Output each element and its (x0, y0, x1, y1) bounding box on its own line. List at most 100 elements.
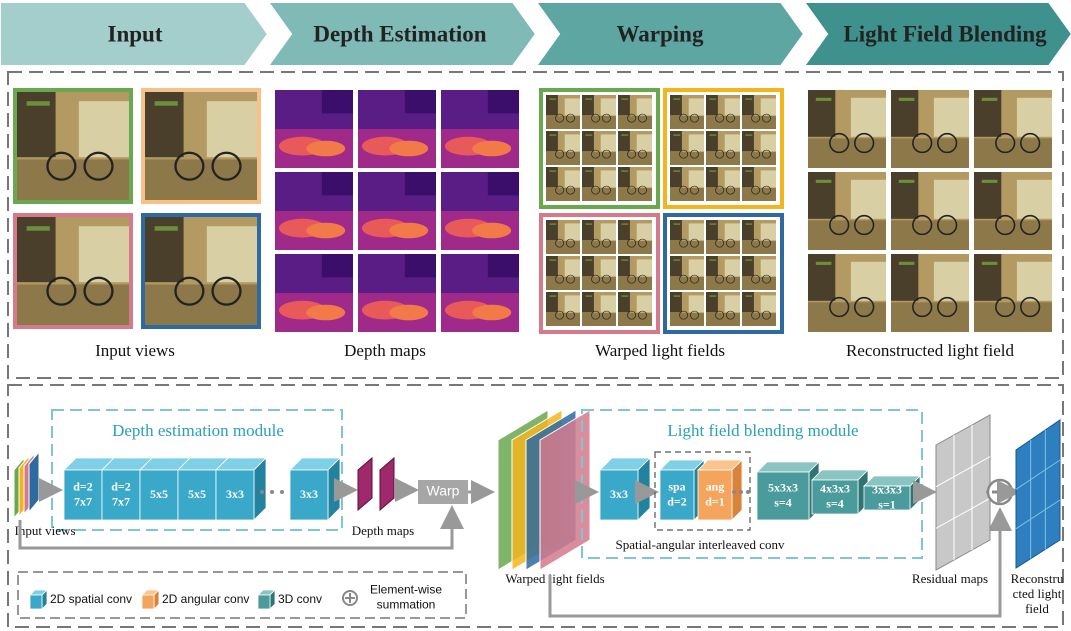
image (582, 95, 616, 129)
spatial-conv (177, 469, 217, 521)
image (706, 167, 740, 201)
label: Depth Estimation (313, 21, 486, 46)
image (974, 254, 1052, 332)
image (582, 292, 616, 326)
label: 4x3x3 (820, 481, 850, 495)
image (706, 256, 740, 290)
image (706, 95, 740, 129)
image (670, 131, 704, 165)
label: Input (108, 21, 163, 46)
image (546, 95, 580, 129)
image (546, 131, 580, 165)
image (808, 254, 886, 332)
image (141, 213, 261, 329)
grid (1015, 499, 1061, 530)
dots (732, 490, 736, 494)
label: Input views (95, 341, 175, 360)
label: Input views (14, 523, 75, 538)
warped-stack (539, 409, 591, 571)
label: field (1025, 601, 1049, 616)
image (582, 131, 616, 165)
legend-swatch (29, 594, 43, 610)
image (808, 90, 886, 168)
label: 2D angular conv (162, 592, 249, 606)
image (706, 131, 740, 165)
image (706, 292, 740, 326)
label: Depth maps (344, 341, 426, 360)
3d-conv (756, 471, 810, 521)
label: 2D spatial conv (50, 592, 132, 606)
image (358, 90, 436, 168)
image (670, 167, 704, 201)
spatial-conv (289, 469, 329, 521)
image (742, 292, 776, 326)
image (141, 88, 261, 204)
image (358, 254, 436, 332)
image (618, 131, 652, 165)
image (618, 256, 652, 290)
dots (739, 490, 743, 494)
label: Warped light fields (595, 341, 725, 360)
image (546, 220, 580, 254)
image (441, 90, 519, 168)
image (742, 256, 776, 290)
image (618, 167, 652, 201)
image (891, 172, 969, 250)
image (974, 172, 1052, 250)
angular-conv (697, 469, 733, 521)
image (13, 88, 133, 204)
3d-conv (756, 461, 820, 473)
3d-conv (863, 485, 911, 511)
legend-swatch (257, 594, 271, 610)
legend-box (17, 571, 467, 619)
label: spa (668, 479, 685, 493)
image (742, 131, 776, 165)
spatial-conv (101, 469, 141, 521)
image (582, 256, 616, 290)
image (275, 90, 353, 168)
image (742, 220, 776, 254)
image (670, 95, 704, 129)
image (618, 292, 652, 326)
warp-box (418, 480, 468, 504)
label: Spatial-angular interleaved conv (616, 537, 785, 552)
image (275, 254, 353, 332)
label: 5x5 (188, 487, 206, 501)
arrow (548, 507, 1012, 618)
label: 3x3 (300, 487, 318, 501)
spatial-conv (63, 469, 103, 521)
warp: Warp (427, 483, 460, 499)
image (358, 172, 436, 250)
label: Residual maps (912, 571, 988, 586)
label: cted light (1013, 586, 1062, 601)
label: s=4 (774, 495, 792, 509)
depth-stack (357, 456, 373, 512)
arrow (18, 505, 464, 550)
label: 3x3 (226, 487, 244, 501)
angular-conv (731, 459, 743, 521)
image (670, 220, 704, 254)
grid (1015, 459, 1061, 490)
label: Element-wise (370, 583, 442, 597)
dots (260, 490, 264, 494)
3d-conv (811, 479, 859, 515)
label: d=1 (705, 494, 725, 508)
label: Reconstru (1011, 571, 1064, 586)
image (808, 172, 886, 250)
label: summation (377, 598, 436, 612)
image (618, 220, 652, 254)
label: Depth estimation module (112, 421, 284, 440)
image (742, 167, 776, 201)
image (618, 95, 652, 129)
label: 7x7 (74, 494, 92, 508)
spatial-conv (599, 469, 639, 521)
label: 3x3 (610, 487, 628, 501)
dots (270, 490, 274, 494)
label: Reconstructed light field (846, 341, 1015, 360)
spatial-conv (659, 469, 695, 521)
label: Warped light fields (505, 571, 604, 586)
stage-arrow (802, 1, 1071, 67)
module-box (51, 409, 343, 531)
image (974, 90, 1052, 168)
